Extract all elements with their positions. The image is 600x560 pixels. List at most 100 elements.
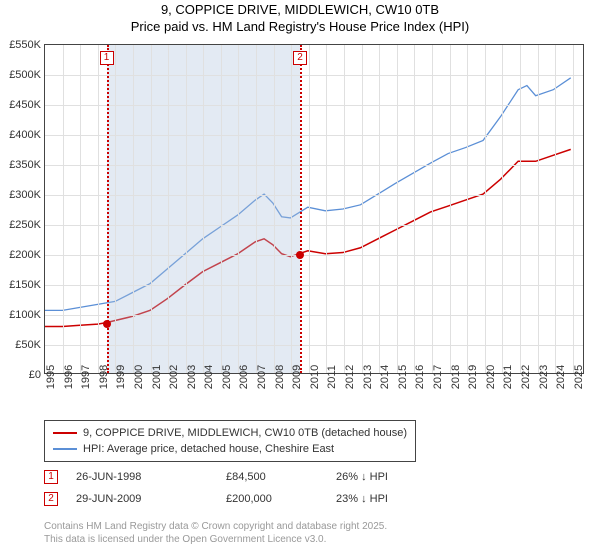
y-axis-tick-label: £50K (15, 339, 41, 351)
x-axis-tick-label: 2010 (309, 365, 321, 389)
sales-row-price: £84,500 (226, 471, 336, 483)
chart-subtitle: Price paid vs. HM Land Registry's House … (0, 17, 600, 40)
x-axis-tick-label: 2004 (203, 365, 215, 389)
gridline-vertical (555, 45, 556, 373)
x-axis-tick-label: 2005 (221, 365, 233, 389)
legend-box: 9, COPPICE DRIVE, MIDDLEWICH, CW10 0TB (… (44, 420, 416, 462)
legend-label: HPI: Average price, detached house, Ches… (83, 441, 334, 457)
legend-label: 9, COPPICE DRIVE, MIDDLEWICH, CW10 0TB (… (83, 425, 407, 441)
y-axis-tick-label: £150K (9, 279, 41, 291)
y-axis-tick-label: £400K (9, 129, 41, 141)
x-axis-tick-label: 2013 (362, 365, 374, 389)
x-axis-tick-label: 2018 (450, 365, 462, 389)
chart-title: 9, COPPICE DRIVE, MIDDLEWICH, CW10 0TB (0, 0, 600, 17)
y-axis-tick-label: £0 (29, 369, 41, 381)
sale-marker-number-box: 1 (100, 51, 114, 65)
x-axis-tick-label: 1995 (45, 365, 57, 389)
legend-item: 9, COPPICE DRIVE, MIDDLEWICH, CW10 0TB (… (53, 425, 407, 441)
x-axis-tick-label: 2006 (238, 365, 250, 389)
sales-row-marker: 1 (44, 470, 58, 484)
x-axis-tick-label: 2007 (256, 365, 268, 389)
gridline-vertical (538, 45, 539, 373)
y-axis-tick-label: £550K (9, 39, 41, 51)
gridline-vertical (203, 45, 204, 373)
chart-plot-area: £0£50K£100K£150K£200K£250K£300K£350K£400… (44, 44, 584, 374)
gridline-vertical (133, 45, 134, 373)
x-axis-tick-label: 1996 (63, 365, 75, 389)
sales-row-date: 26-JUN-1998 (76, 471, 226, 483)
gridline-vertical (520, 45, 521, 373)
gridline-vertical (115, 45, 116, 373)
y-axis-tick-label: £300K (9, 189, 41, 201)
sales-table-row: 1 26-JUN-1998£84,50026% ↓ HPI (44, 466, 456, 488)
gridline-vertical (362, 45, 363, 373)
y-axis-tick-label: £350K (9, 159, 41, 171)
y-axis-tick-label: £100K (9, 309, 41, 321)
legend-swatch (53, 448, 77, 450)
gridline-vertical (326, 45, 327, 373)
sale-marker-number-box: 2 (293, 51, 307, 65)
sale-marker-dot (103, 320, 111, 328)
gridline-vertical (432, 45, 433, 373)
y-axis-tick-label: £200K (9, 249, 41, 261)
gridline-vertical (450, 45, 451, 373)
legend-swatch (53, 432, 77, 434)
x-axis-tick-label: 1997 (80, 365, 92, 389)
gridline-vertical (80, 45, 81, 373)
gridline-vertical (186, 45, 187, 373)
attribution-text: Contains HM Land Registry data © Crown c… (44, 520, 387, 546)
x-axis-tick-label: 2023 (538, 365, 550, 389)
sales-row-price: £200,000 (226, 493, 336, 505)
gridline-vertical (63, 45, 64, 373)
gridline-vertical (98, 45, 99, 373)
sales-table-row: 2 29-JUN-2009£200,00023% ↓ HPI (44, 488, 456, 510)
y-axis-tick-label: £500K (9, 69, 41, 81)
x-axis-tick-label: 2008 (274, 365, 286, 389)
attribution-line2: This data is licensed under the Open Gov… (44, 533, 387, 546)
gridline-vertical (502, 45, 503, 373)
gridline-vertical (485, 45, 486, 373)
legend-item: HPI: Average price, detached house, Ches… (53, 441, 407, 457)
gridline-vertical (168, 45, 169, 373)
x-axis-tick-label: 2016 (414, 365, 426, 389)
x-axis-tick-label: 2003 (186, 365, 198, 389)
x-axis-tick-label: 2014 (379, 365, 391, 389)
x-axis-tick-label: 2015 (397, 365, 409, 389)
gridline-vertical (221, 45, 222, 373)
gridline-vertical (151, 45, 152, 373)
sale-marker-line (300, 45, 302, 373)
y-axis-tick-label: £250K (9, 219, 41, 231)
gridline-vertical (256, 45, 257, 373)
sales-row-hpi-pct: 26% ↓ HPI (336, 471, 456, 483)
x-axis-tick-label: 2011 (326, 365, 338, 389)
gridline-vertical (414, 45, 415, 373)
sale-marker-dot (296, 251, 304, 259)
gridline-vertical (309, 45, 310, 373)
x-axis-tick-label: 2021 (502, 365, 514, 389)
x-axis-tick-label: 2001 (151, 365, 163, 389)
sales-row-hpi-pct: 23% ↓ HPI (336, 493, 456, 505)
x-axis-tick-label: 2012 (344, 365, 356, 389)
x-axis-tick-label: 2019 (467, 365, 479, 389)
sales-row-marker: 2 (44, 492, 58, 506)
gridline-vertical (573, 45, 574, 373)
x-axis-tick-label: 1999 (115, 365, 127, 389)
x-axis-tick-label: 2024 (555, 365, 567, 389)
sales-row-date: 29-JUN-2009 (76, 493, 226, 505)
x-axis-tick-label: 2002 (168, 365, 180, 389)
gridline-vertical (379, 45, 380, 373)
sales-table: 1 26-JUN-1998£84,50026% ↓ HPI 2 29-JUN-2009… (44, 466, 456, 510)
x-axis-tick-label: 2025 (573, 365, 585, 389)
gridline-vertical (397, 45, 398, 373)
x-axis-tick-label: 2017 (432, 365, 444, 389)
y-axis-tick-label: £450K (9, 99, 41, 111)
attribution-line1: Contains HM Land Registry data © Crown c… (44, 520, 387, 533)
gridline-vertical (238, 45, 239, 373)
x-axis-tick-label: 2000 (133, 365, 145, 389)
x-axis-tick-label: 2022 (520, 365, 532, 389)
gridline-vertical (344, 45, 345, 373)
gridline-vertical (291, 45, 292, 373)
gridline-vertical (467, 45, 468, 373)
gridline-vertical (274, 45, 275, 373)
x-axis-tick-label: 2020 (485, 365, 497, 389)
